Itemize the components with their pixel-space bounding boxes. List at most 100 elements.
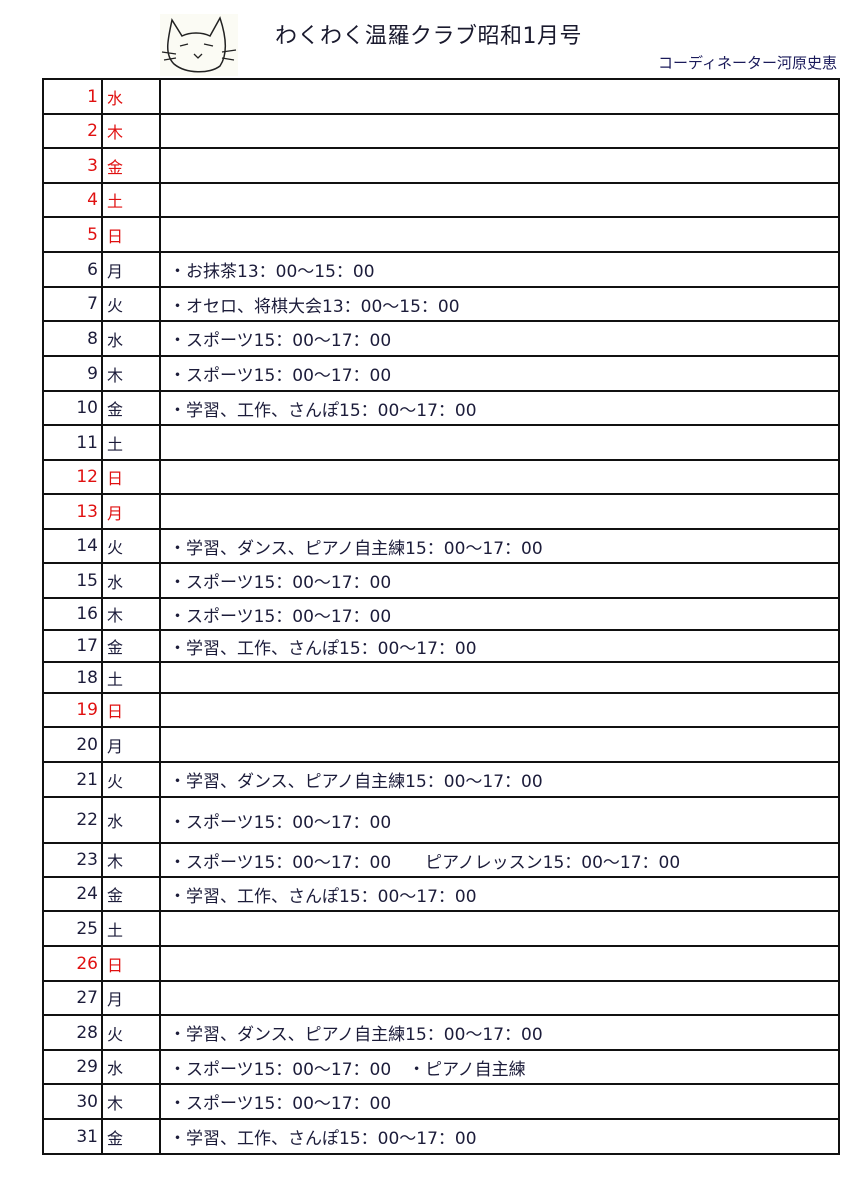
day-number: 10 [42, 390, 103, 426]
weekday: 月 [101, 493, 161, 530]
event-text: ・学習、ダンス、ピアノ自主練15：00～17：00 [159, 1014, 840, 1051]
weekday: 土 [101, 182, 161, 218]
weekday: 水 [101, 78, 161, 115]
weekday: 日 [101, 945, 161, 982]
weekday: 金 [101, 147, 161, 184]
day-number: 19 [42, 692, 103, 728]
weekday: 火 [101, 286, 161, 322]
day-number: 25 [42, 910, 103, 947]
table-row: 14 火・学習、ダンス、ピアノ自主練15：00～17：00 [42, 528, 840, 564]
table-row: 24 金・学習、工作、さんぽ15：00～17：00 [42, 876, 840, 912]
day-number: 14 [42, 528, 103, 564]
weekday: 日 [101, 459, 161, 495]
weekday: 水 [101, 320, 161, 357]
event-text [159, 182, 840, 218]
weekday: 月 [101, 726, 161, 763]
weekday: 木 [101, 1083, 161, 1120]
table-row: 31 金・学習、工作、さんぽ15：00～17：00 [42, 1118, 840, 1155]
weekday: 日 [101, 692, 161, 728]
weekday: 水 [101, 562, 161, 599]
event-text: ・学習、ダンス、ピアノ自主練15：00～17：00 [159, 528, 840, 564]
event-text [159, 910, 840, 947]
day-number: 13 [42, 493, 103, 530]
day-number: 24 [42, 876, 103, 912]
table-row: 19 日 [42, 692, 840, 728]
table-row: 28 火・学習、ダンス、ピアノ自主練15：00～17：00 [42, 1014, 840, 1051]
weekday: 水 [101, 1049, 161, 1085]
day-number: 30 [42, 1083, 103, 1120]
weekday: 水 [101, 796, 161, 844]
table-row: 13 月 [42, 493, 840, 530]
weekday: 土 [101, 910, 161, 947]
table-row: 9 木・スポーツ15：00～17：00 [42, 355, 840, 392]
event-text: ・スポーツ15：00～17：00 ・ピアノ自主練 [159, 1049, 840, 1085]
weekday: 日 [101, 216, 161, 253]
day-number: 15 [42, 562, 103, 599]
weekday: 土 [101, 661, 161, 694]
table-row: 6 月・お抹茶13：00～15：00 [42, 251, 840, 288]
weekday: 月 [101, 251, 161, 288]
event-text [159, 459, 840, 495]
event-text: ・オセロ、将棋大会13：00～15：00 [159, 286, 840, 322]
weekday: 金 [101, 629, 161, 663]
event-text [159, 726, 840, 763]
weekday: 金 [101, 390, 161, 426]
table-row: 12 日 [42, 459, 840, 495]
day-number: 20 [42, 726, 103, 763]
page-title: わくわく温羅クラブ昭和1月号 [275, 24, 582, 49]
event-text: ・学習、工作、さんぽ15：00～17：00 [159, 390, 840, 426]
event-text: ・スポーツ15：00～17：00 [159, 597, 840, 631]
event-text [159, 692, 840, 728]
event-text: ・スポーツ15：00～17：00 [159, 796, 840, 844]
table-row: 8 水・スポーツ15：00～17：00 [42, 320, 840, 357]
day-number: 9 [42, 355, 103, 392]
table-row: 23 木・スポーツ15：00～17：00 ピアノレッスン15：00～17：00 [42, 842, 840, 878]
event-text: ・学習、ダンス、ピアノ自主練15：00～17：00 [159, 761, 840, 798]
table-row: 30 木・スポーツ15：00～17：00 [42, 1083, 840, 1120]
day-number: 26 [42, 945, 103, 982]
day-number: 6 [42, 251, 103, 288]
table-row: 17 金・学習、工作、さんぽ15：00～17：00 [42, 629, 840, 663]
day-number: 4 [42, 182, 103, 218]
weekday: 金 [101, 876, 161, 912]
table-row: 7 火・オセロ、将棋大会13：00～15：00 [42, 286, 840, 322]
weekday: 火 [101, 528, 161, 564]
day-number: 16 [42, 597, 103, 631]
day-number: 7 [42, 286, 103, 322]
weekday: 金 [101, 1118, 161, 1155]
table-row: 10 金・学習、工作、さんぽ15：00～17：00 [42, 390, 840, 426]
event-text: ・スポーツ15：00～17：00 [159, 1083, 840, 1120]
day-number: 2 [42, 113, 103, 149]
event-text: ・スポーツ15：00～17：00 ピアノレッスン15：00～17：00 [159, 842, 840, 878]
event-text: ・学習、工作、さんぽ15：00～17：00 [159, 1118, 840, 1155]
event-text [159, 78, 840, 115]
event-text [159, 424, 840, 461]
coordinator-name: コーディネーター河原史恵 [658, 54, 837, 72]
weekday: 月 [101, 980, 161, 1016]
day-number: 23 [42, 842, 103, 878]
table-row: 11 土 [42, 424, 840, 461]
weekday: 木 [101, 597, 161, 631]
event-text: ・スポーツ15：00～17：00 [159, 320, 840, 357]
event-text [159, 980, 840, 1016]
day-number: 22 [42, 796, 103, 844]
weekday: 火 [101, 1014, 161, 1051]
day-number: 8 [42, 320, 103, 357]
day-number: 11 [42, 424, 103, 461]
day-number: 3 [42, 147, 103, 184]
event-text: ・学習、工作、さんぽ15：00～17：00 [159, 629, 840, 663]
event-text: ・スポーツ15：00～17：00 [159, 355, 840, 392]
weekday: 火 [101, 761, 161, 798]
day-number: 21 [42, 761, 103, 798]
table-row: 22 水・スポーツ15：00～17：00 [42, 796, 840, 844]
day-number: 28 [42, 1014, 103, 1051]
day-number: 17 [42, 629, 103, 663]
table-row: 29 水・スポーツ15：00～17：00 ・ピアノ自主練 [42, 1049, 840, 1085]
day-number: 1 [42, 78, 103, 115]
table-row: 20 月 [42, 726, 840, 763]
event-text [159, 147, 840, 184]
